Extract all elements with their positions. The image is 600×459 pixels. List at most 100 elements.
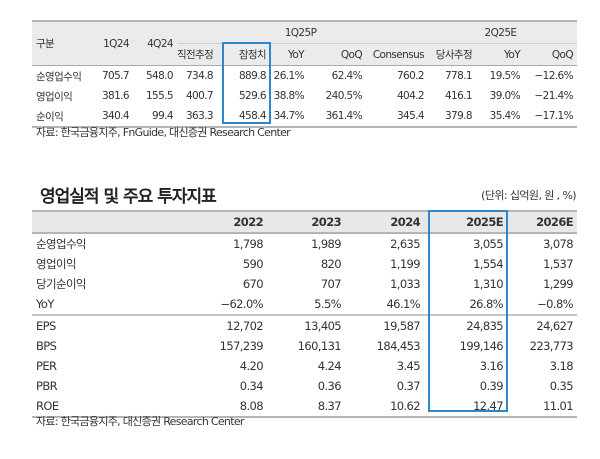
row-label: 당기순이익 bbox=[36, 277, 87, 291]
cell-value: 39.0% bbox=[489, 90, 521, 102]
row-label: 순영업수익 bbox=[32, 65, 85, 86]
cell-value: 1,310 bbox=[473, 277, 504, 291]
header-1q25p: 1Q25P bbox=[177, 20, 429, 44]
table-row: 당기순이익 670 707 1,033 1,310 1,299 bbox=[32, 274, 577, 294]
cell-value: 26.8% bbox=[469, 297, 503, 311]
cell-value: 379.8 bbox=[428, 106, 477, 128]
cell-value: 24,835 bbox=[424, 314, 507, 336]
row-label: YoY bbox=[36, 297, 54, 311]
unit-note: (단위: 십억원, 원 , %) bbox=[481, 189, 576, 202]
cell-value: 734.8 bbox=[177, 65, 217, 86]
cell-value: 8.37 bbox=[267, 396, 345, 418]
cell-value: 240.5% bbox=[325, 90, 363, 102]
cell-value: 400.7 bbox=[185, 90, 214, 102]
table-row: 순영업수익 1,798 1,989 2,635 3,055 3,078 bbox=[32, 233, 577, 254]
cell-value: 0.37 bbox=[396, 379, 421, 393]
cell-value: 199,146 bbox=[459, 339, 504, 353]
cell-value: 670 bbox=[242, 277, 264, 291]
cell-value: 820 bbox=[320, 257, 342, 271]
header-blank bbox=[32, 210, 190, 234]
cell-value: 62.4% bbox=[308, 65, 366, 86]
cell-value: 8.08 bbox=[190, 396, 267, 418]
row-label: 순이익 bbox=[32, 106, 85, 128]
header-4q24: 4Q24 bbox=[133, 20, 177, 66]
table-row: ROE 8.08 8.37 10.62 12.47 11.01 bbox=[32, 396, 577, 418]
subheader: QoQ bbox=[340, 48, 363, 61]
subheader: 당사추정 bbox=[435, 49, 473, 61]
table-row: BPS 157,239 160,131 184,453 199,146 223,773 bbox=[32, 336, 577, 356]
cell-value: 548.0 bbox=[133, 65, 177, 86]
cell-value: 363.3 bbox=[177, 106, 217, 128]
cell-value: −17.1% bbox=[524, 106, 578, 128]
forecast-highlight-box bbox=[428, 210, 508, 412]
cell-value: 3.18 bbox=[549, 359, 574, 373]
cell-value: 157,239 bbox=[219, 339, 264, 353]
cell-value: 778.1 bbox=[428, 65, 477, 86]
cell-value: 3,078 bbox=[543, 237, 574, 251]
annual-indicators-table: 2022 2023 2024 2025E 2026E 순영업수익 1,798 1,989 2,… bbox=[32, 210, 577, 418]
table-row: 영업이익 590 820 1,199 1,554 1,537 bbox=[32, 254, 577, 274]
subheader: YoY bbox=[287, 48, 305, 61]
cell-value: 707 bbox=[320, 277, 342, 291]
table-row: EPS 12,702 13,405 19,587 24,835 24,627 bbox=[32, 314, 577, 336]
cell-value: 529.6 bbox=[238, 90, 267, 102]
cell-value: 155.5 bbox=[145, 90, 174, 102]
cell-value: 1,798 bbox=[233, 237, 264, 251]
row-label: 영업이익 bbox=[36, 257, 77, 271]
header-year: 2025E bbox=[424, 210, 507, 234]
cell-value: −0.8% bbox=[537, 297, 573, 311]
cell-value: 35.4% bbox=[476, 106, 525, 128]
cell-value: 99.4 bbox=[133, 106, 177, 128]
cell-value: −62.0% bbox=[220, 297, 263, 311]
row-label: BPS bbox=[36, 339, 57, 353]
subheader: Consensus bbox=[372, 48, 425, 61]
cell-value: 0.35 bbox=[549, 379, 574, 393]
row-label: PER bbox=[36, 359, 57, 373]
cell-value: 705.7 bbox=[85, 65, 133, 86]
annual-table-title: 영업실적 및 주요 투자지표 bbox=[40, 187, 217, 207]
cell-value: 404.2 bbox=[396, 90, 425, 102]
cell-value: 1,199 bbox=[390, 257, 421, 271]
subheader: QoQ bbox=[551, 48, 574, 61]
header-year: 2023 bbox=[267, 210, 345, 234]
cell-value: −12.6% bbox=[524, 65, 578, 86]
table-row: 순영업수익 705.7 548.0 734.8 889.8 26.1% 62.4% 760.2… bbox=[32, 65, 578, 86]
header-year: 2026E bbox=[507, 210, 577, 234]
cell-value: 3.16 bbox=[479, 359, 504, 373]
table-row: 영업이익 381.6 155.5 400.7 529.6 38.8% 240.5% 404.2… bbox=[32, 86, 577, 106]
cell-value: 184,453 bbox=[376, 339, 421, 353]
preliminary-highlight-box bbox=[222, 42, 271, 124]
cell-value: 4.24 bbox=[317, 359, 342, 373]
cell-value: 38.8% bbox=[273, 90, 305, 102]
row-label: ROE bbox=[32, 396, 190, 418]
cell-value: 1,299 bbox=[543, 277, 574, 291]
header-1q24: 1Q24 bbox=[85, 20, 133, 66]
cell-value: 11.01 bbox=[507, 396, 577, 418]
cell-value: 590 bbox=[242, 257, 264, 271]
row-label: PBR bbox=[36, 379, 58, 393]
cell-value: 26.1% bbox=[270, 65, 308, 86]
cell-value: 5.5% bbox=[314, 297, 341, 311]
annual-source-note: 자료: 한국금융지주, 대신증권 Research Center bbox=[36, 415, 244, 428]
table-row: 순이익 340.4 99.4 363.3 458.4 34.7% 361.4% 345.4 37… bbox=[32, 106, 578, 128]
quarterly-results-table: 구분 1Q24 4Q24 1Q25P 2Q25E 직전추정 잠정치 YoY Qo… bbox=[32, 20, 578, 128]
cell-value: 361.4% bbox=[308, 106, 366, 128]
row-label: EPS bbox=[32, 314, 190, 336]
subheader: 직전추정 bbox=[177, 49, 214, 61]
quarterly-source-note: 자료: 한국금융지주, FnGuide, 대신증권 Research Cente… bbox=[36, 126, 291, 139]
table-row: PER 4.20 4.24 3.45 3.16 3.18 bbox=[32, 356, 577, 376]
cell-value: 223,773 bbox=[529, 339, 574, 353]
cell-value: 34.7% bbox=[270, 106, 308, 128]
cell-value: 12.47 bbox=[424, 396, 507, 418]
cell-value: 416.1 bbox=[444, 90, 473, 102]
cell-value: 46.1% bbox=[386, 297, 420, 311]
header-year: 2024 bbox=[345, 210, 424, 234]
cell-value: 340.4 bbox=[85, 106, 133, 128]
table-row: YoY −62.0% 5.5% 46.1% 26.8% −0.8% bbox=[32, 294, 577, 315]
header-year: 2022 bbox=[190, 210, 267, 234]
cell-value: 24,627 bbox=[507, 314, 577, 336]
subheader: 잠정치 bbox=[238, 49, 267, 61]
cell-value: 1,554 bbox=[473, 257, 504, 271]
cell-value: 760.2 bbox=[366, 65, 429, 86]
cell-value: 1,989 bbox=[311, 237, 342, 251]
